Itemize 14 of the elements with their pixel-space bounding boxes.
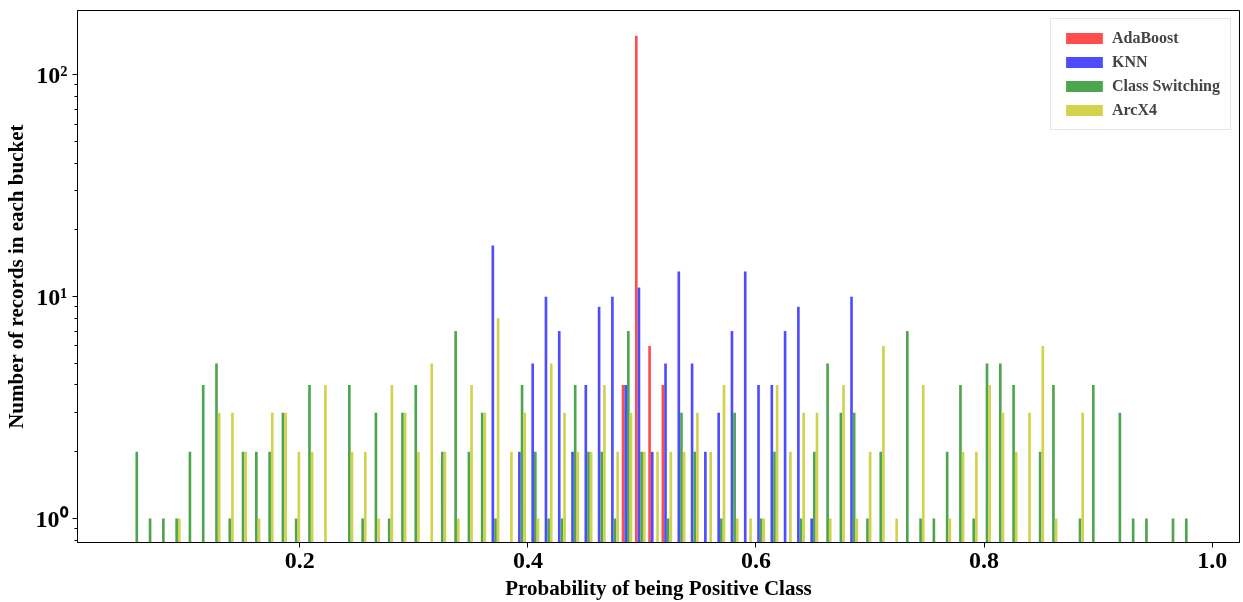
legend-label: Class Switching (1111, 77, 1220, 95)
x-tick-label: 0.4 (512, 546, 543, 573)
x-axis-title: Probability of being Positive Class (505, 575, 812, 600)
x-tick-label: 0.2 (284, 546, 315, 573)
x-tick-label: 0.6 (741, 546, 771, 573)
x-tick-label: 0.8 (969, 546, 1000, 573)
y-tick-label: 10² (36, 61, 68, 88)
y-axis-title: Number of records in each bucket (3, 124, 28, 429)
legend-label: ArcX4 (1111, 101, 1157, 119)
y-tick-label: 10⁰ (35, 505, 69, 532)
legend-label: KNN (1111, 53, 1148, 71)
x-tick-label: 1.0 (1197, 546, 1228, 573)
legend-label: AdaBoost (1111, 29, 1179, 47)
y-tick-label: 10¹ (36, 283, 68, 310)
